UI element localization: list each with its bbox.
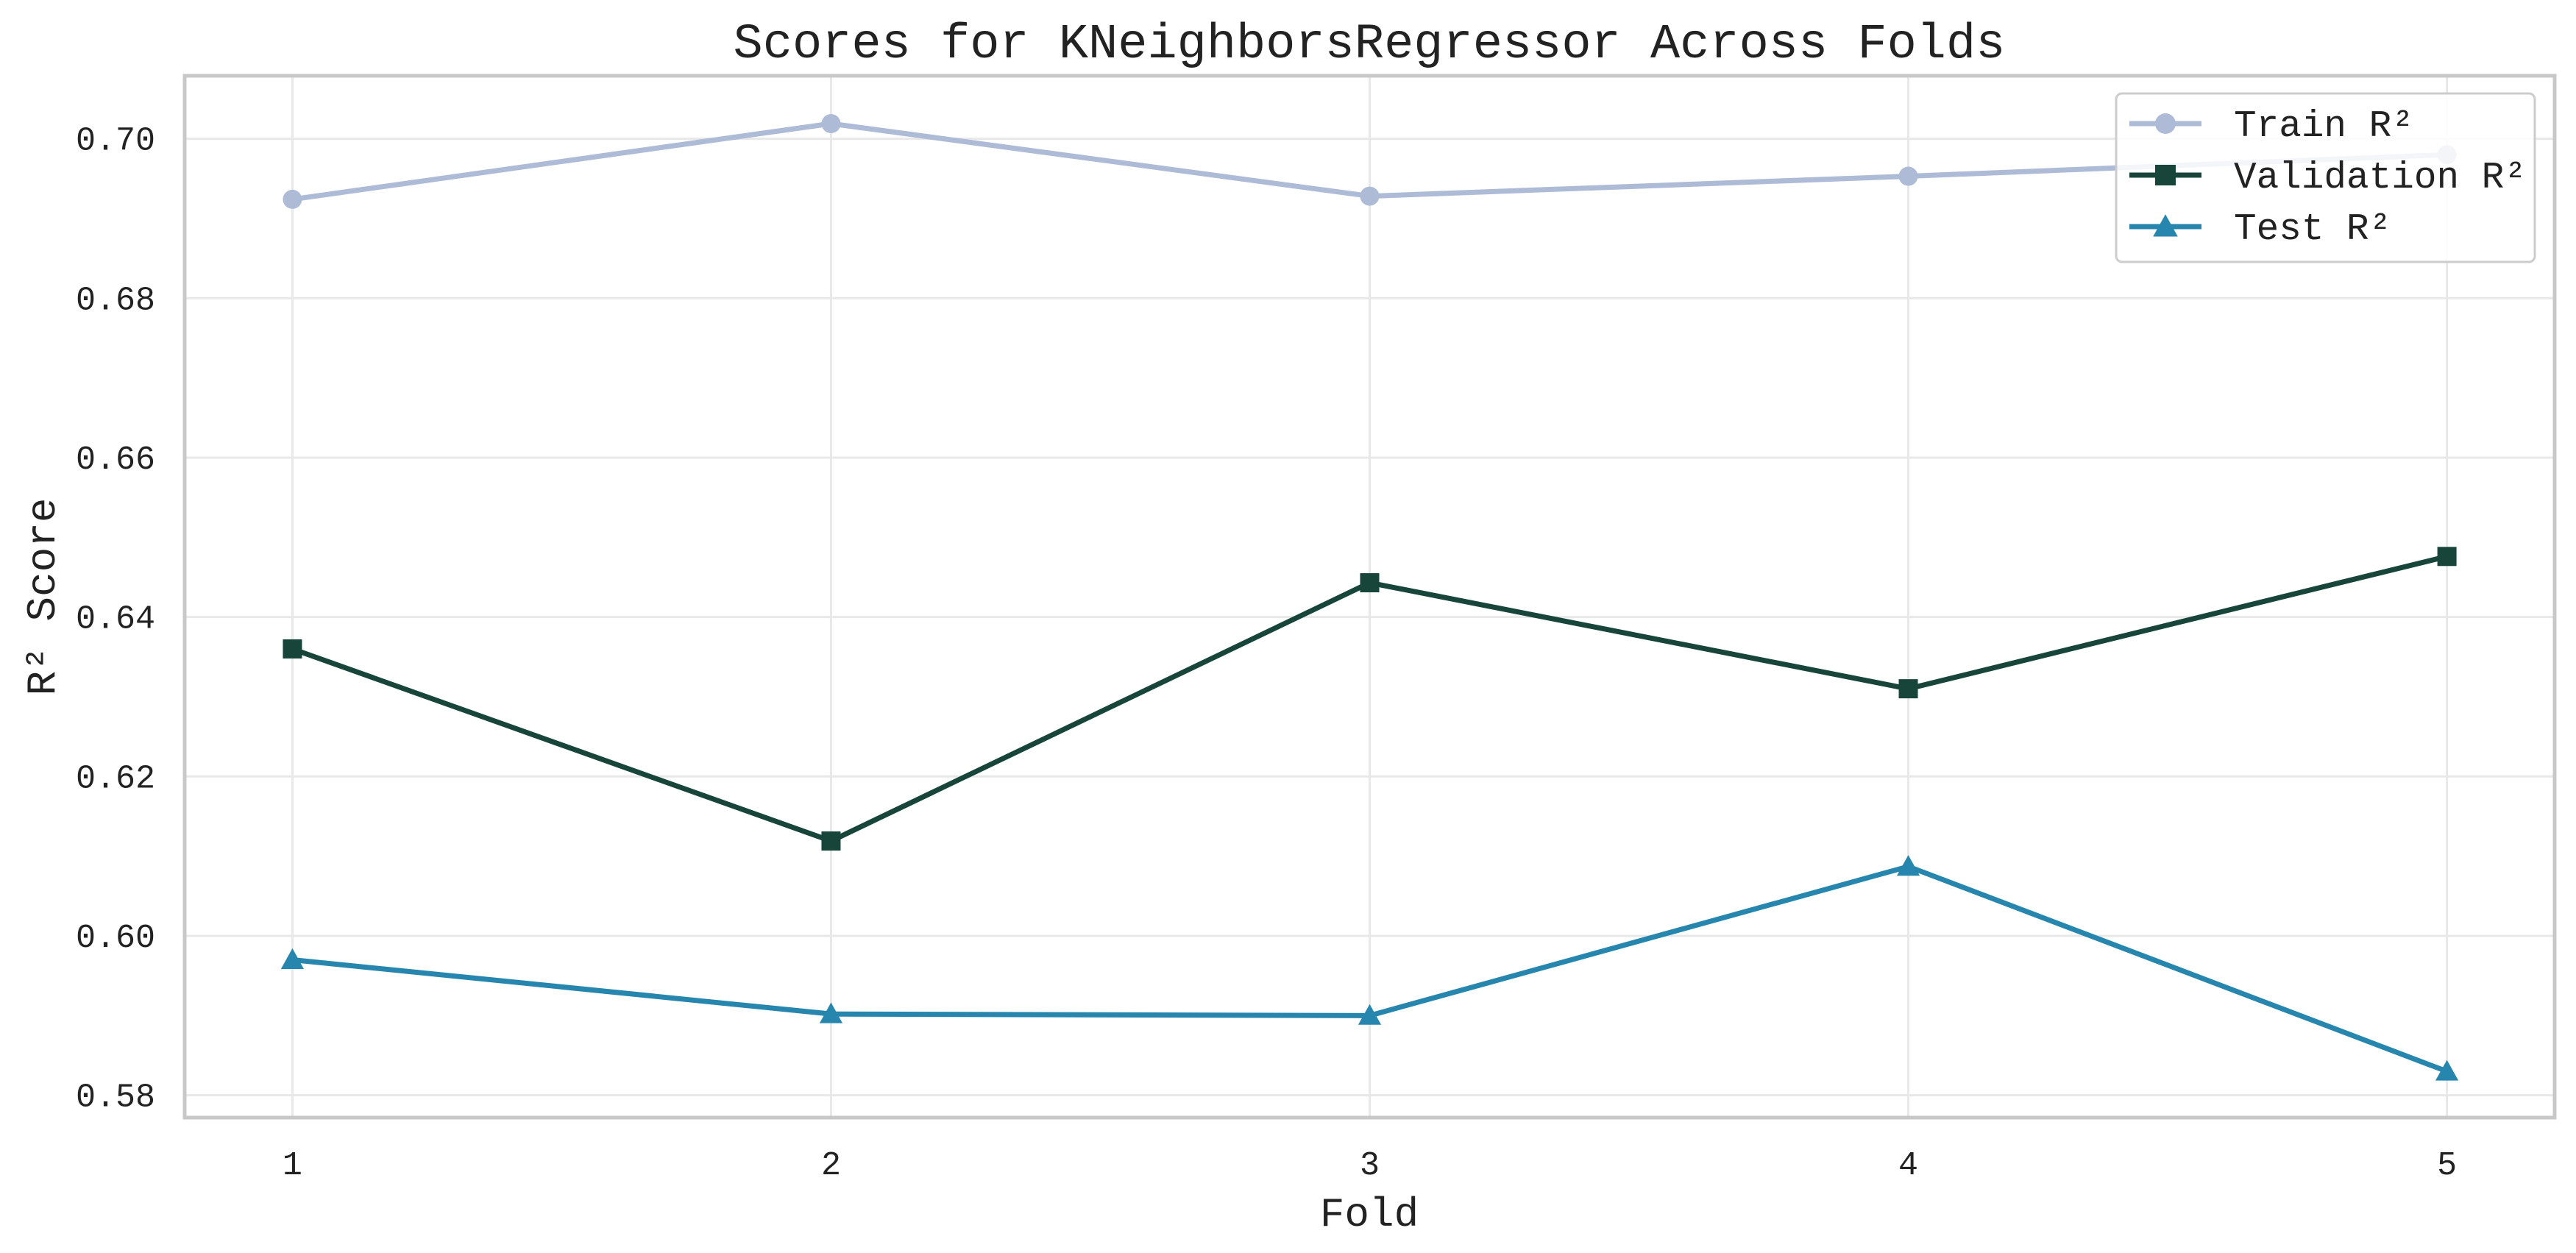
data-point xyxy=(1898,166,1918,186)
x-tick-label: 2 xyxy=(821,1147,841,1185)
series-1 xyxy=(283,547,2457,851)
legend-label: Train R² xyxy=(2234,106,2414,148)
y-tick-label: 0.58 xyxy=(76,1079,155,1117)
y-tick-label: 0.62 xyxy=(76,760,155,798)
y-tick-label: 0.68 xyxy=(76,282,155,319)
legend-marker xyxy=(2155,165,2176,185)
legend-item: Test R² xyxy=(2129,209,2391,251)
data-point xyxy=(2435,1059,2459,1081)
data-point xyxy=(2437,547,2457,567)
data-point xyxy=(280,948,305,969)
legend-box xyxy=(2115,92,2536,263)
legend-item: Validation R² xyxy=(2129,157,2527,199)
tick-labels: 1 2 3 4 5 0.58 0.60 0.62 0.64 0.66 0.68 0.70 xyxy=(76,123,2457,1185)
legend-label: Test R² xyxy=(2234,209,2391,251)
data-point xyxy=(1896,855,1920,876)
data-point xyxy=(821,114,841,134)
y-tick-label: 0.64 xyxy=(76,601,155,639)
grid xyxy=(185,76,2555,1118)
x-tick-label: 5 xyxy=(2437,1147,2457,1185)
legend: Train R² Validation R² Test R² xyxy=(2115,92,2536,263)
y-tick-label: 0.66 xyxy=(76,441,155,479)
data-point xyxy=(1360,573,1380,593)
data-point xyxy=(1898,679,1918,699)
data-point xyxy=(819,1002,843,1023)
chart-title: Scores for KNeighborsRegressor Across Fo… xyxy=(734,17,2006,73)
legend-marker xyxy=(2155,113,2176,134)
x-tick-label: 1 xyxy=(283,1147,302,1185)
y-tick-label: 0.70 xyxy=(76,123,155,160)
series-2 xyxy=(280,855,2459,1081)
data-point xyxy=(1358,1004,1382,1025)
x-tick-label: 3 xyxy=(1360,1147,1380,1185)
x-axis-label: Fold xyxy=(1320,1191,1419,1238)
y-tick-label: 0.60 xyxy=(76,920,155,957)
legend-label: Validation R² xyxy=(2234,157,2527,199)
data-point xyxy=(283,639,302,659)
data-point xyxy=(821,831,841,851)
data-point xyxy=(1360,186,1380,206)
plot-area-frame xyxy=(182,74,2557,1120)
data-point xyxy=(283,189,302,209)
series-layer xyxy=(280,114,2459,1081)
legend-entries: Train R² Validation R² Test R² xyxy=(2129,106,2527,251)
x-tick-label: 4 xyxy=(1898,1147,1918,1185)
legend-item: Train R² xyxy=(2129,106,2414,148)
y-axis-label: R² Score xyxy=(20,498,67,696)
legend-marker xyxy=(2153,214,2178,237)
